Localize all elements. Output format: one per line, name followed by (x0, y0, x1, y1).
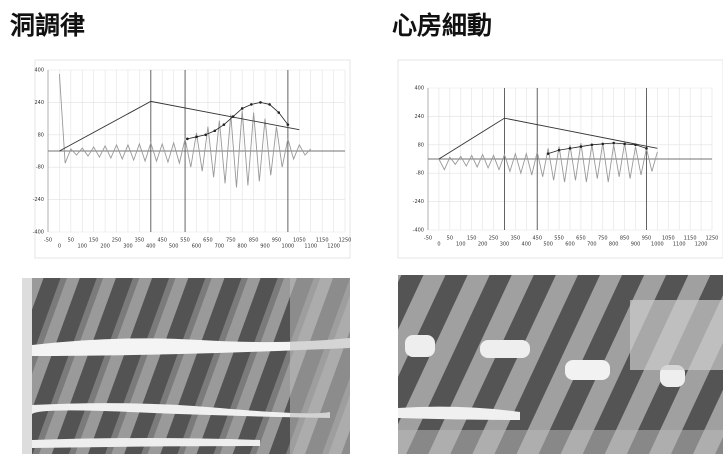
x-tick-label: 50 (447, 236, 453, 242)
x-tick-label: 400 (146, 244, 156, 250)
x-tick-label: 150 (467, 236, 477, 242)
x-tick-label: 1250 (339, 238, 352, 244)
data-point (580, 145, 583, 148)
x-tick-label: 800 (237, 244, 247, 250)
x-tick-label: 700 (215, 244, 225, 250)
y-tick-label: 240 (414, 114, 424, 120)
x-tick-label: 950 (272, 238, 282, 244)
x-tick-label: -50 (44, 238, 52, 244)
y-tick-label: -80 (36, 165, 44, 171)
x-tick-label: 0 (58, 244, 61, 250)
x-tick-label: 900 (631, 242, 641, 248)
x-tick-label: 550 (554, 236, 564, 242)
y-tick-label: -80 (416, 171, 424, 177)
data-point (558, 149, 561, 152)
x-tick-label: 1000 (282, 244, 295, 250)
y-tick-label: 400 (34, 68, 44, 74)
data-point (277, 111, 280, 114)
x-tick-label: 550 (180, 238, 190, 244)
x-tick-label: 1000 (651, 242, 664, 248)
data-point (547, 152, 550, 155)
x-tick-label: 100 (456, 242, 466, 248)
x-tick-label: 50 (68, 238, 74, 244)
x-tick-label: 750 (598, 236, 608, 242)
x-tick-label: 300 (500, 242, 510, 248)
data-point (250, 103, 253, 106)
data-point (569, 147, 572, 150)
data-point (268, 103, 271, 106)
x-tick-label: 150 (89, 238, 99, 244)
data-point (195, 136, 198, 139)
figure: 洞調律-500501001502002503003504004505005506… (0, 0, 723, 454)
data-point (601, 143, 604, 146)
data-point (186, 138, 189, 141)
x-tick-label: 450 (157, 238, 167, 244)
x-tick-label: 750 (226, 238, 236, 244)
y-tick-label: 240 (34, 100, 44, 106)
x-tick-label: 400 (522, 242, 532, 248)
x-tick-label: 900 (260, 244, 270, 250)
data-point (232, 115, 235, 118)
data-point (634, 144, 637, 147)
charts: 洞調律-500501001502002503003504004505005506… (10, 11, 723, 258)
data-point (213, 129, 216, 132)
x-tick-label: 450 (532, 236, 542, 242)
x-tick-label: 500 (543, 242, 553, 248)
x-tick-label: 1100 (673, 242, 686, 248)
y-tick-label: -400 (413, 228, 424, 234)
x-tick-label: 350 (135, 238, 145, 244)
data-point (259, 101, 262, 104)
chart-title: 心房細動 (392, 11, 492, 40)
x-tick-label: 650 (576, 236, 586, 242)
data-point (645, 147, 648, 150)
x-tick-label: 600 (192, 244, 202, 250)
x-tick-label: 350 (511, 236, 521, 242)
x-tick-label: 850 (620, 236, 630, 242)
y-tick-label: -400 (33, 230, 44, 236)
x-tick-label: 950 (642, 236, 652, 242)
x-tick-label: 250 (112, 238, 122, 244)
x-tick-label: 1100 (304, 244, 317, 250)
x-tick-label: 300 (123, 244, 133, 250)
x-tick-label: 0 (437, 242, 440, 248)
x-tick-label: 250 (489, 236, 499, 242)
x-tick-label: 700 (587, 242, 597, 248)
data-point (612, 142, 615, 145)
y-tick-label: 80 (38, 132, 44, 138)
x-tick-label: 200 (100, 244, 110, 250)
x-tick-label: 1200 (695, 242, 708, 248)
data-point (223, 123, 226, 126)
data-point (241, 107, 244, 110)
y-tick-label: -240 (413, 199, 424, 205)
left-image (22, 278, 350, 454)
x-tick-label: 100 (77, 244, 87, 250)
data-point (287, 123, 290, 126)
chart-title: 洞調律 (10, 11, 85, 40)
data-point (204, 134, 207, 137)
x-tick-label: 200 (478, 242, 488, 248)
right-image (398, 275, 723, 454)
x-tick-label: 1200 (327, 244, 340, 250)
data-point (591, 144, 594, 147)
x-tick-label: 1250 (706, 236, 719, 242)
y-tick-label: -240 (33, 197, 44, 203)
x-tick-label: 500 (169, 244, 179, 250)
x-tick-label: 650 (203, 238, 213, 244)
y-tick-label: 400 (414, 86, 424, 92)
x-tick-label: -50 (424, 236, 432, 242)
y-tick-label: 80 (418, 142, 424, 148)
x-tick-label: 800 (609, 242, 619, 248)
x-tick-label: 600 (565, 242, 575, 248)
data-point (623, 143, 626, 146)
x-tick-label: 850 (249, 238, 259, 244)
